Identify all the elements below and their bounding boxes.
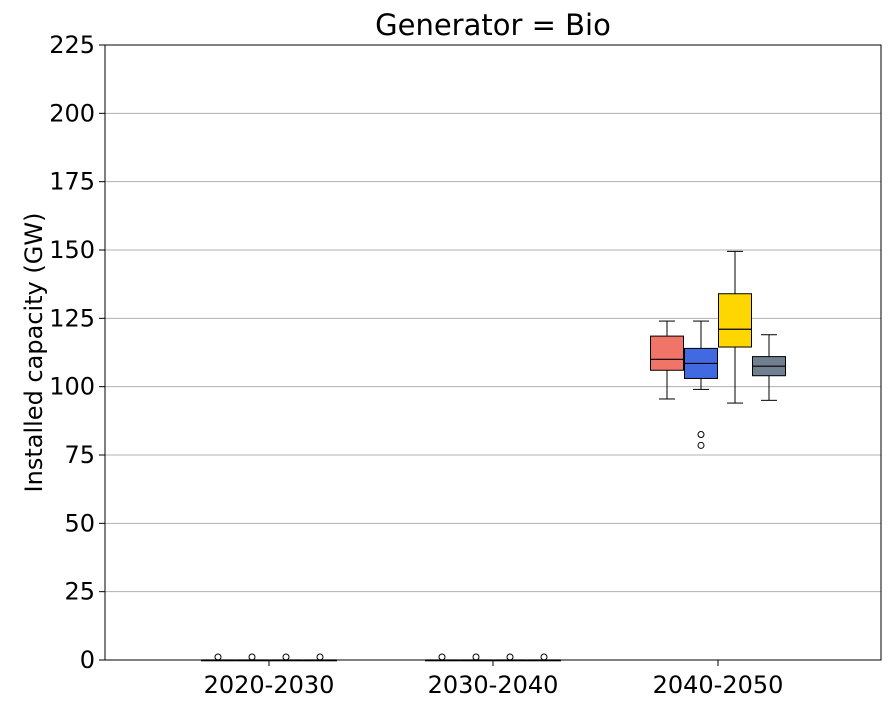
- y-tick-label: 50: [64, 509, 95, 537]
- y-axis-label: Installed capacity (GW): [20, 213, 48, 493]
- boxplot: [684, 320, 718, 449]
- x-tick-label: 2020-2030: [204, 671, 335, 699]
- outlier-point: [506, 653, 514, 661]
- y-tick-label: 125: [49, 304, 95, 332]
- y-tick-label: 0: [80, 646, 95, 674]
- box: [718, 293, 752, 348]
- outlier-point: [697, 431, 705, 438]
- y-tick-label: 225: [49, 31, 95, 59]
- y-tick-label: 150: [49, 236, 95, 264]
- outlier-point: [214, 653, 222, 661]
- y-tick-label: 25: [64, 578, 95, 606]
- y-tick-label: 75: [64, 441, 95, 469]
- y-gridlines: [105, 112, 881, 593]
- boxplots: [201, 250, 786, 662]
- y-tick-label: 100: [49, 373, 95, 401]
- y-axis: 0 25 50 75 100 125 150 175 200 225: [49, 31, 105, 674]
- boxplot: [752, 334, 786, 401]
- outlier-point: [282, 653, 290, 661]
- outlier-point: [438, 653, 446, 661]
- outlier-point: [540, 653, 548, 661]
- boxplot: [650, 320, 684, 400]
- boxplot: [718, 250, 752, 404]
- y-tick-label: 175: [49, 168, 95, 196]
- box: [650, 335, 684, 371]
- outlier-point: [472, 653, 480, 661]
- outlier-point: [697, 441, 705, 449]
- chart-title: Generator = Bio: [375, 8, 611, 42]
- x-axis: 2020-2030 2030-2040 2040-2050: [204, 660, 784, 699]
- outlier-point: [248, 653, 256, 661]
- y-tick-label: 200: [49, 99, 95, 127]
- outlier-point: [316, 653, 324, 661]
- plot-frame: [104, 44, 882, 661]
- x-tick-label: 2030-2040: [428, 671, 559, 699]
- x-tick-label: 2040-2050: [653, 671, 784, 699]
